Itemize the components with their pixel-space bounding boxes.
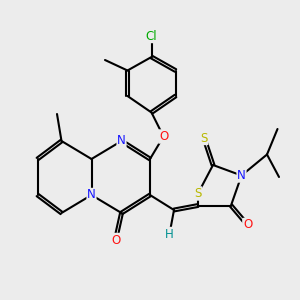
Text: N: N <box>117 134 126 148</box>
Text: S: S <box>200 131 208 145</box>
Text: H: H <box>165 227 174 241</box>
Text: O: O <box>159 130 168 143</box>
Text: N: N <box>237 169 246 182</box>
Text: Cl: Cl <box>146 29 157 43</box>
Text: O: O <box>111 233 120 247</box>
Text: S: S <box>194 187 202 200</box>
Text: N: N <box>87 188 96 202</box>
Text: O: O <box>243 218 252 232</box>
